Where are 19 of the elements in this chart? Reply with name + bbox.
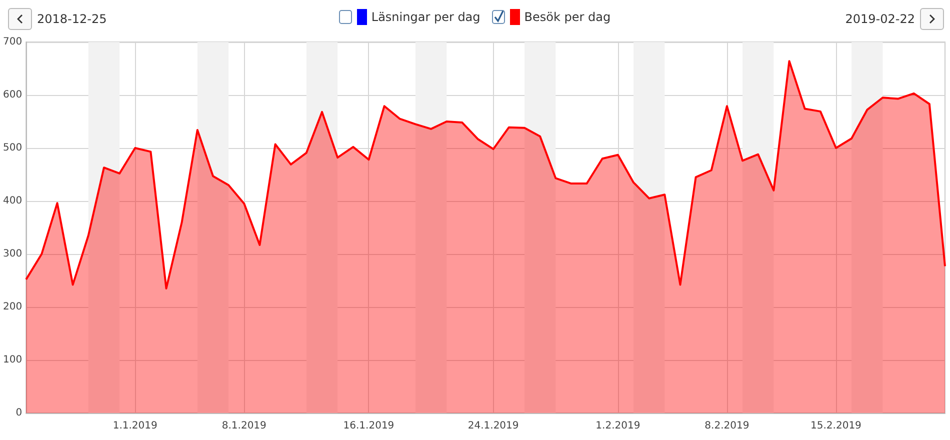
x-tick-label: 8.1.2019	[222, 420, 266, 432]
legend-label: Läsningar per dag	[371, 10, 480, 24]
y-tick-label: 0	[16, 408, 22, 418]
y-tick-label: 700	[2, 36, 22, 48]
x-tick-label: 1.2.2019	[596, 420, 640, 432]
x-tick-label: 8.2.2019	[704, 420, 750, 432]
text: 2018-12-25	[37, 12, 107, 26]
y-tick-label: 500	[2, 142, 22, 154]
y-tick-label: 300	[2, 248, 22, 260]
x-tick-label: 16.1.2019	[343, 420, 394, 432]
legend-label: Besök per dag	[524, 10, 611, 24]
text: 2019-02-22	[845, 12, 915, 26]
y-tick-label: 400	[2, 196, 22, 206]
y-tick-label: 600	[2, 90, 22, 100]
x-tick-label: 24.1.2019	[468, 420, 519, 432]
y-tick-label: 200	[2, 302, 22, 312]
y-tick-label: 100	[2, 354, 22, 366]
x-tick-label: 1.1.2019	[112, 420, 158, 432]
x-tick-label: 15.2.2019	[810, 420, 862, 432]
